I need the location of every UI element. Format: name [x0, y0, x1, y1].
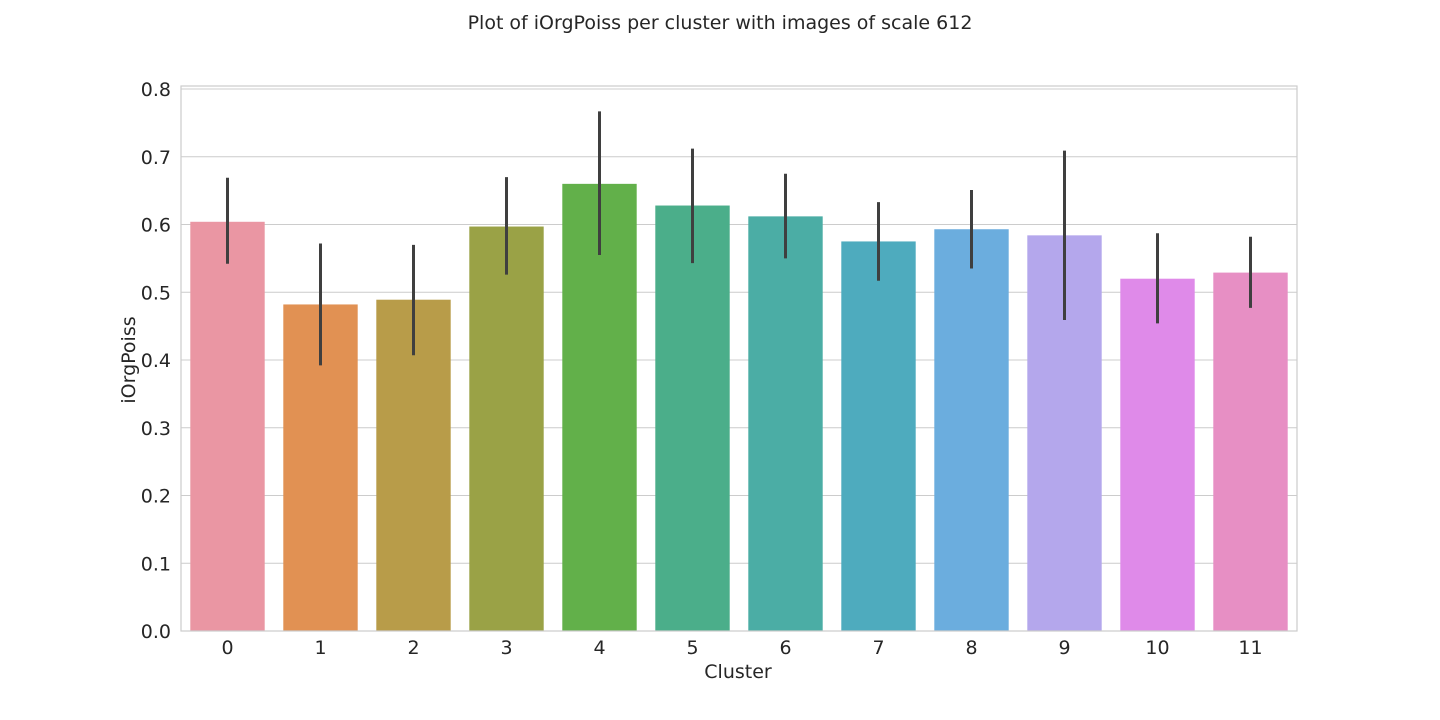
- x-tick-labels: 0 1 2 3 4 5 6 7 8 9 10 11: [221, 637, 1262, 659]
- y-tick-label: 0.8: [141, 79, 171, 101]
- bar-cluster-3: [469, 226, 544, 631]
- bar-cluster-7: [841, 241, 916, 631]
- x-tick-label: 9: [1058, 637, 1070, 659]
- x-tick-label: 3: [500, 637, 512, 659]
- bar-cluster-10: [1120, 278, 1195, 631]
- y-tick-label: 0.1: [141, 553, 171, 575]
- x-tick-label: 8: [965, 637, 977, 659]
- x-tick-label: 6: [779, 637, 791, 659]
- bar-cluster-6: [748, 216, 823, 631]
- y-tick-label: 0.3: [141, 418, 171, 440]
- x-tick-label: 0: [221, 637, 233, 659]
- x-tick-label: 4: [593, 637, 605, 659]
- x-tick-label: 7: [872, 637, 884, 659]
- x-tick-label: 1: [314, 637, 326, 659]
- y-tick-label: 0.6: [141, 215, 171, 237]
- bars: [190, 183, 1288, 632]
- y-tick-label: 0.7: [141, 147, 171, 169]
- y-tick-label: 0.0: [141, 621, 171, 643]
- error-bars: [226, 111, 1252, 366]
- gridlines: [181, 88, 1297, 632]
- x-tick-label: 11: [1238, 637, 1262, 659]
- x-tick-label: 5: [686, 637, 698, 659]
- bar-cluster-11: [1213, 272, 1288, 631]
- y-axis-label: iOrgPoiss: [118, 316, 140, 403]
- y-tick-label: 0.5: [141, 282, 171, 304]
- x-tick-label: 2: [407, 637, 419, 659]
- y-tick-label: 0.4: [141, 350, 171, 372]
- plot-frame: [180, 85, 1298, 632]
- bar-cluster-8: [934, 229, 1009, 631]
- y-tick-labels: 0.0 0.1 0.2 0.3 0.4 0.5 0.6 0.7 0.8: [141, 79, 171, 643]
- bar-cluster-0: [190, 221, 265, 632]
- bar-cluster-4: [562, 183, 637, 631]
- x-axis-label: Cluster: [704, 661, 772, 683]
- chart-title: Plot of iOrgPoiss per cluster with image…: [468, 12, 973, 34]
- y-tick-label: 0.2: [141, 486, 171, 508]
- x-tick-label: 10: [1145, 637, 1169, 659]
- bar-cluster-5: [655, 205, 730, 631]
